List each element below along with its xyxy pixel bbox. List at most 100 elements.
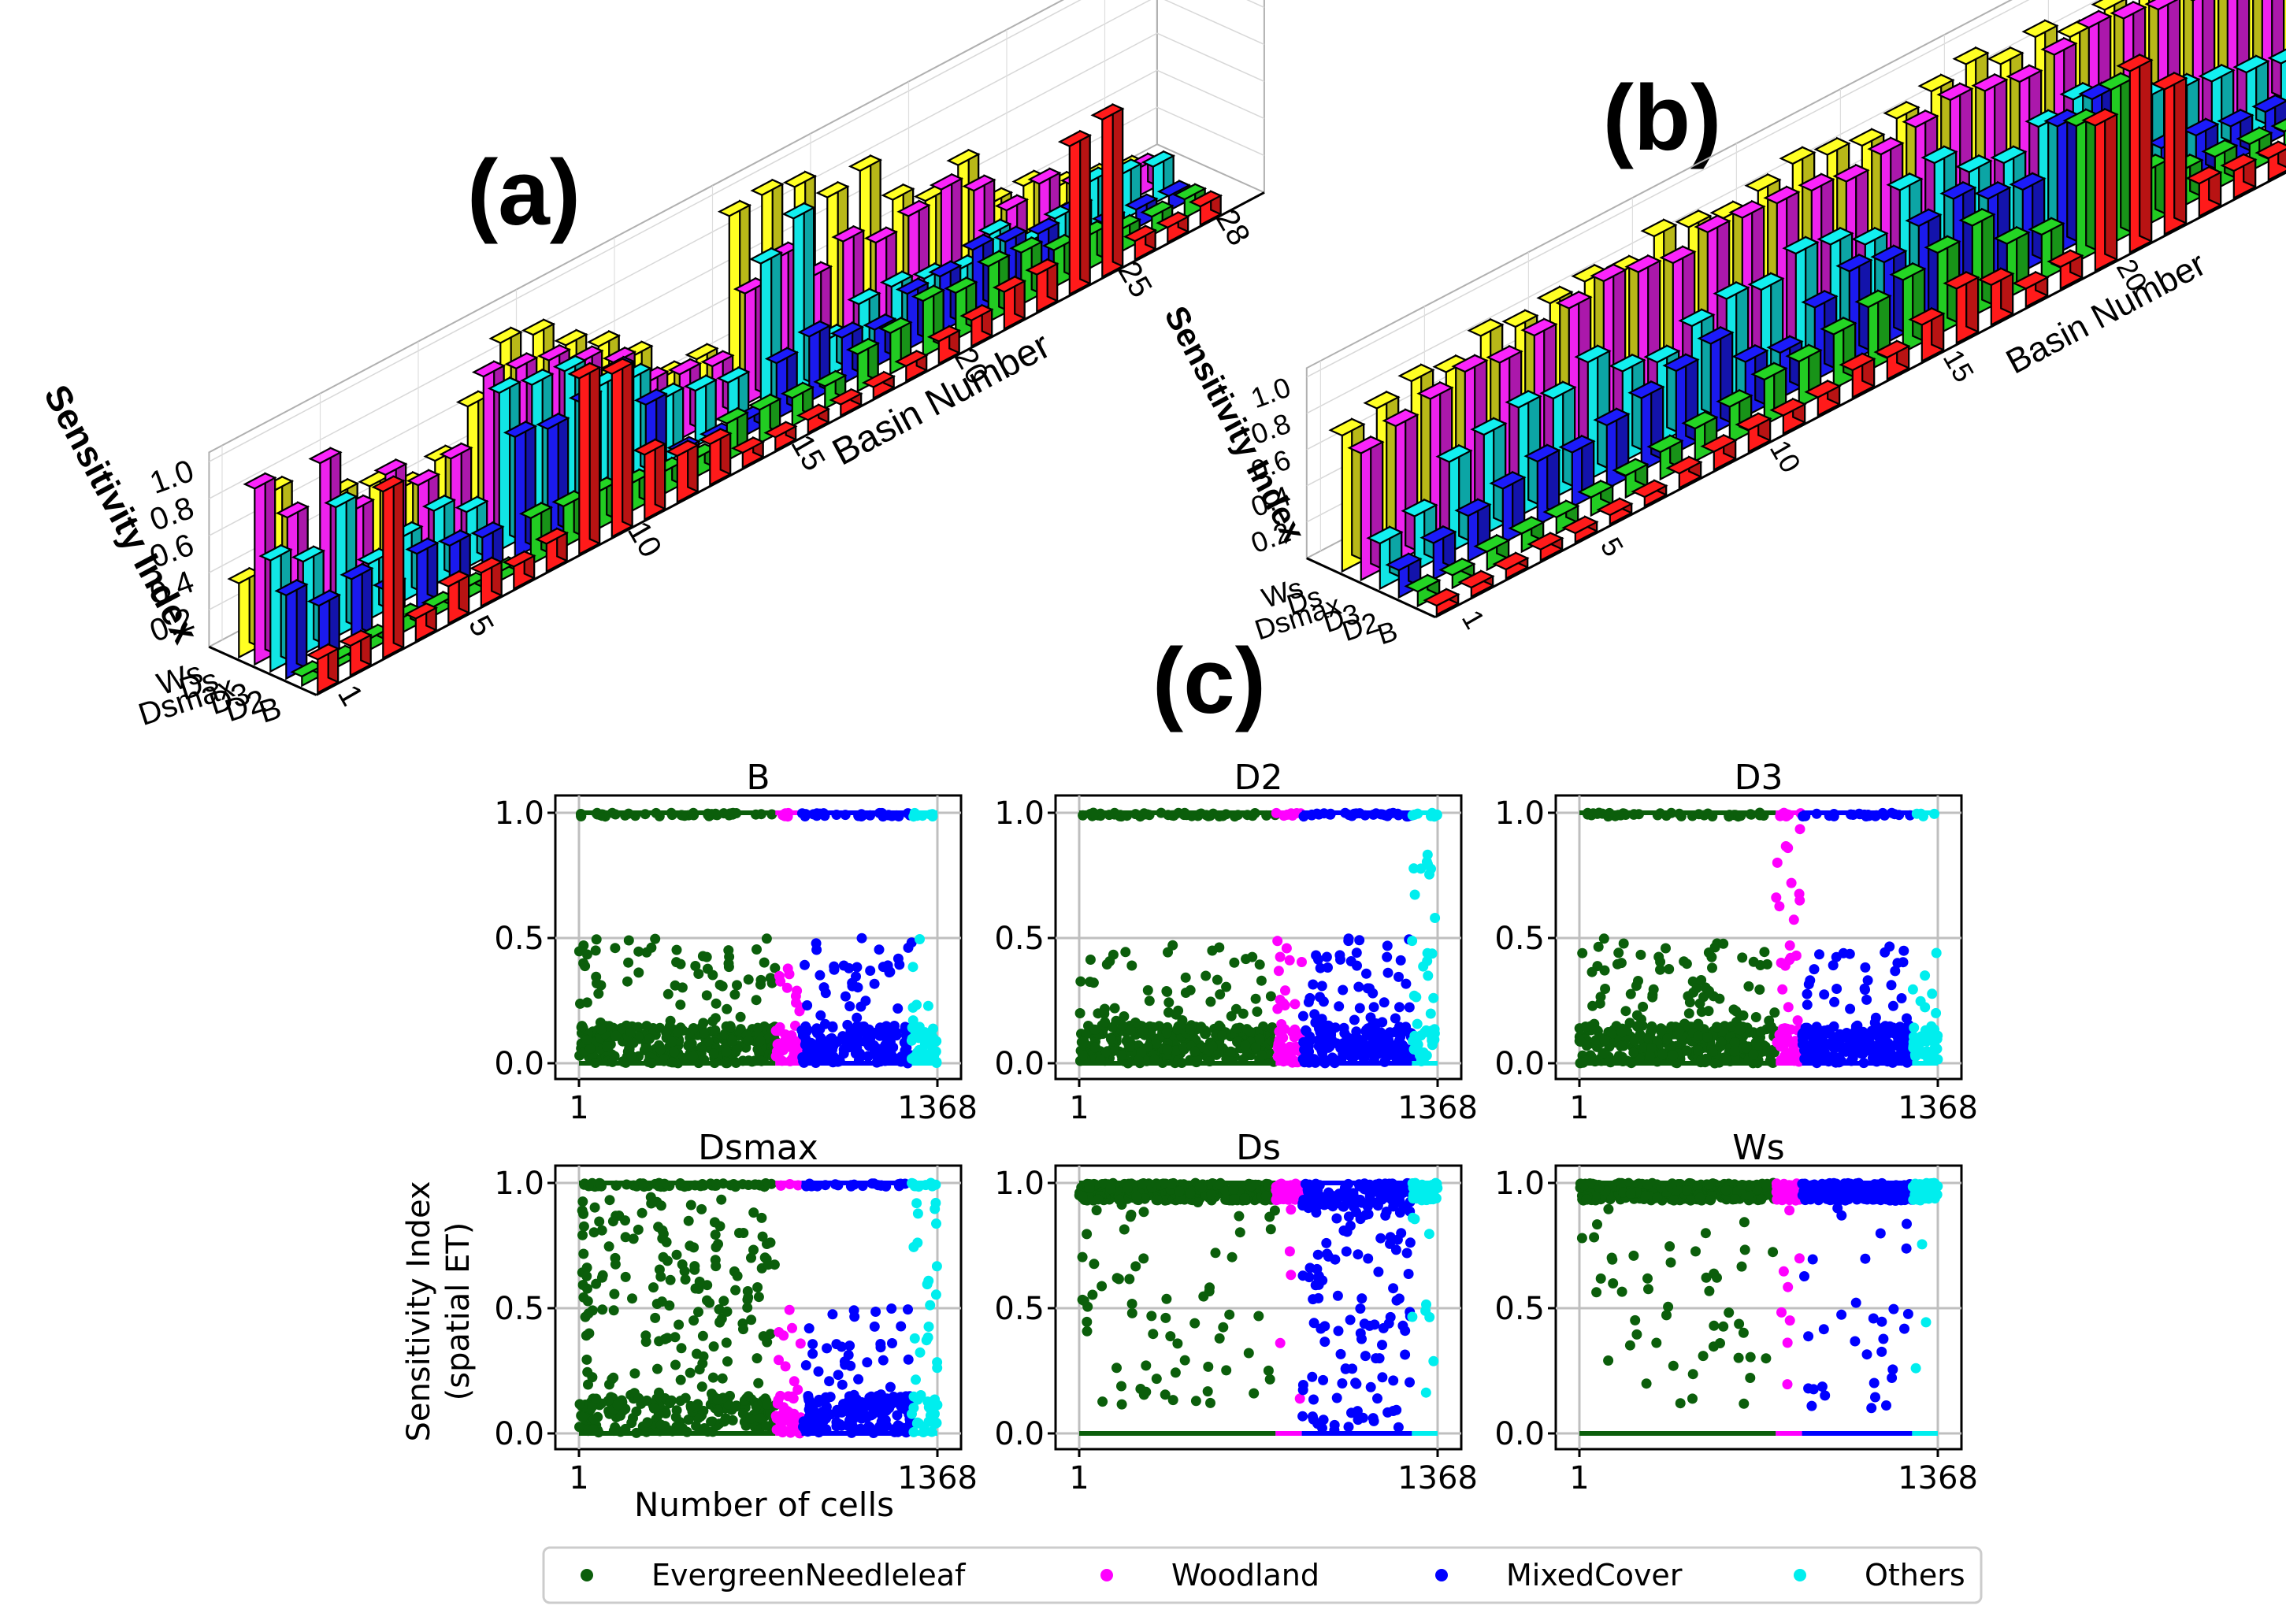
point-MixedCover <box>814 1394 825 1405</box>
point-EvergreenNeedleleaf <box>656 1296 667 1307</box>
point-EvergreenNeedleleaf <box>1633 1021 1644 1033</box>
point-EvergreenNeedleleaf <box>1225 1047 1236 1057</box>
bar-side-face <box>1111 102 1124 268</box>
bar-top-face <box>1397 363 1435 383</box>
point-EvergreenNeedleleaf <box>708 1048 719 1059</box>
point-MixedCover <box>1370 1019 1381 1030</box>
point-EvergreenNeedleleaf <box>1748 956 1759 967</box>
bar-top-face <box>274 579 309 597</box>
bar-B-basin-14 <box>730 436 766 469</box>
point-EvergreenNeedleleaf <box>1646 1025 1657 1036</box>
point-EvergreenNeedleleaf <box>1221 981 1232 992</box>
point-Woodland <box>1776 958 1787 968</box>
point-EvergreenNeedleleaf <box>698 1351 709 1362</box>
point-EvergreenNeedleleaf <box>1189 1046 1201 1057</box>
point-EvergreenNeedleleaf <box>1165 1331 1176 1342</box>
bar-top-face <box>878 317 913 335</box>
point-EvergreenNeedleleaf <box>640 1337 651 1348</box>
bar-top-face <box>602 347 637 364</box>
point-MixedCover <box>869 1321 880 1332</box>
point-EvergreenNeedleleaf <box>1138 1253 1149 1264</box>
point-MixedCover <box>815 1037 826 1048</box>
point-Woodland <box>1777 984 1788 995</box>
point-EvergreenNeedleleaf <box>718 1416 729 1427</box>
point-MixedCover <box>895 1392 906 1403</box>
bar-top-face <box>243 472 277 490</box>
point-MixedCover <box>866 1410 877 1421</box>
bar-top-face <box>2040 37 2078 56</box>
bar-top-face <box>371 475 406 493</box>
bar-top-face <box>633 388 669 406</box>
point-MixedCover <box>885 1381 896 1392</box>
bar-top-face <box>1590 263 1627 283</box>
bar-top-face <box>2006 64 2043 83</box>
point-MixedCover <box>1362 983 1373 994</box>
y-tick-label: 0.0 <box>994 1046 1045 1082</box>
point-Woodland <box>1280 985 1290 996</box>
bar-top-face <box>518 502 554 520</box>
point-Others <box>914 1021 925 1033</box>
point-MixedCover <box>1313 954 1323 965</box>
point-EvergreenNeedleleaf <box>1683 991 1694 1002</box>
bar-Dsmax-basin-13 <box>651 382 685 465</box>
bar-top-face <box>978 218 1012 236</box>
point-MixedCover <box>1890 1040 1901 1051</box>
point-Others <box>1930 1041 1940 1052</box>
bar-B-basin-27 <box>1156 210 1190 244</box>
point-EvergreenNeedleleaf <box>577 1205 588 1216</box>
bar-top-face <box>534 527 570 545</box>
point-EvergreenNeedleleaf <box>1075 976 1086 987</box>
point-MixedCover <box>812 1028 822 1039</box>
point-EvergreenNeedleleaf <box>1174 1186 1185 1197</box>
z-gridline <box>1306 0 2030 378</box>
point-MixedCover <box>820 1405 830 1416</box>
point-EvergreenNeedleleaf <box>1681 958 1692 970</box>
point-MixedCover <box>1886 980 1897 991</box>
point-MixedCover <box>1303 996 1314 1007</box>
bar-B-basin-17 <box>829 387 863 417</box>
point-MixedCover <box>807 1348 818 1359</box>
point-EvergreenNeedleleaf <box>596 1225 607 1236</box>
point-EvergreenNeedleleaf <box>597 1270 608 1281</box>
point-MixedCover <box>1814 949 1824 960</box>
point-EvergreenNeedleleaf <box>577 1411 588 1422</box>
y-tick-label: 0.5 <box>494 1291 544 1327</box>
point-EvergreenNeedleleaf <box>1750 1012 1761 1022</box>
point-MixedCover <box>1887 1000 1898 1011</box>
point-EvergreenNeedleleaf <box>672 1027 683 1038</box>
point-EvergreenNeedleleaf <box>1612 958 1623 970</box>
point-EvergreenNeedleleaf <box>610 1259 621 1270</box>
point-Woodland <box>782 963 793 974</box>
bar-top-face <box>1140 200 1175 218</box>
point-MixedCover <box>1838 947 1849 958</box>
point-EvergreenNeedleleaf <box>1702 1032 1713 1043</box>
point-EvergreenNeedleleaf <box>688 1023 699 1033</box>
point-EvergreenNeedleleaf <box>1256 975 1267 986</box>
point-EvergreenNeedleleaf <box>688 1242 700 1253</box>
point-EvergreenNeedleleaf <box>1172 1024 1183 1035</box>
bar-top-face <box>633 438 667 456</box>
point-Woodland <box>787 1391 798 1402</box>
bar-B-basin-16 <box>796 403 831 435</box>
point-MixedCover <box>1400 1023 1411 1034</box>
point-MixedCover <box>1859 983 1870 994</box>
bar-B-basin-12 <box>665 439 700 504</box>
bar-top-face <box>994 194 1030 212</box>
point-Others <box>1412 1018 1423 1029</box>
bar-top-face <box>536 344 572 362</box>
bar-B-basin-1 <box>306 643 340 695</box>
bar-top-face <box>1172 183 1208 201</box>
point-EvergreenNeedleleaf <box>1593 941 1604 952</box>
point-MixedCover <box>894 959 905 970</box>
point-MixedCover <box>1343 933 1354 944</box>
point-EvergreenNeedleleaf <box>610 1030 622 1041</box>
point-EvergreenNeedleleaf <box>1116 1399 1127 1410</box>
point-EvergreenNeedleleaf <box>591 934 602 945</box>
point-EvergreenNeedleleaf <box>1618 938 1629 949</box>
point-EvergreenNeedleleaf <box>604 1195 615 1206</box>
point-EvergreenNeedleleaf <box>762 1239 772 1249</box>
bar-B-basin-10 <box>599 357 635 539</box>
point-EvergreenNeedleleaf <box>1694 998 1705 1009</box>
point-MixedCover <box>852 1012 863 1023</box>
bar-top-face <box>829 388 863 406</box>
